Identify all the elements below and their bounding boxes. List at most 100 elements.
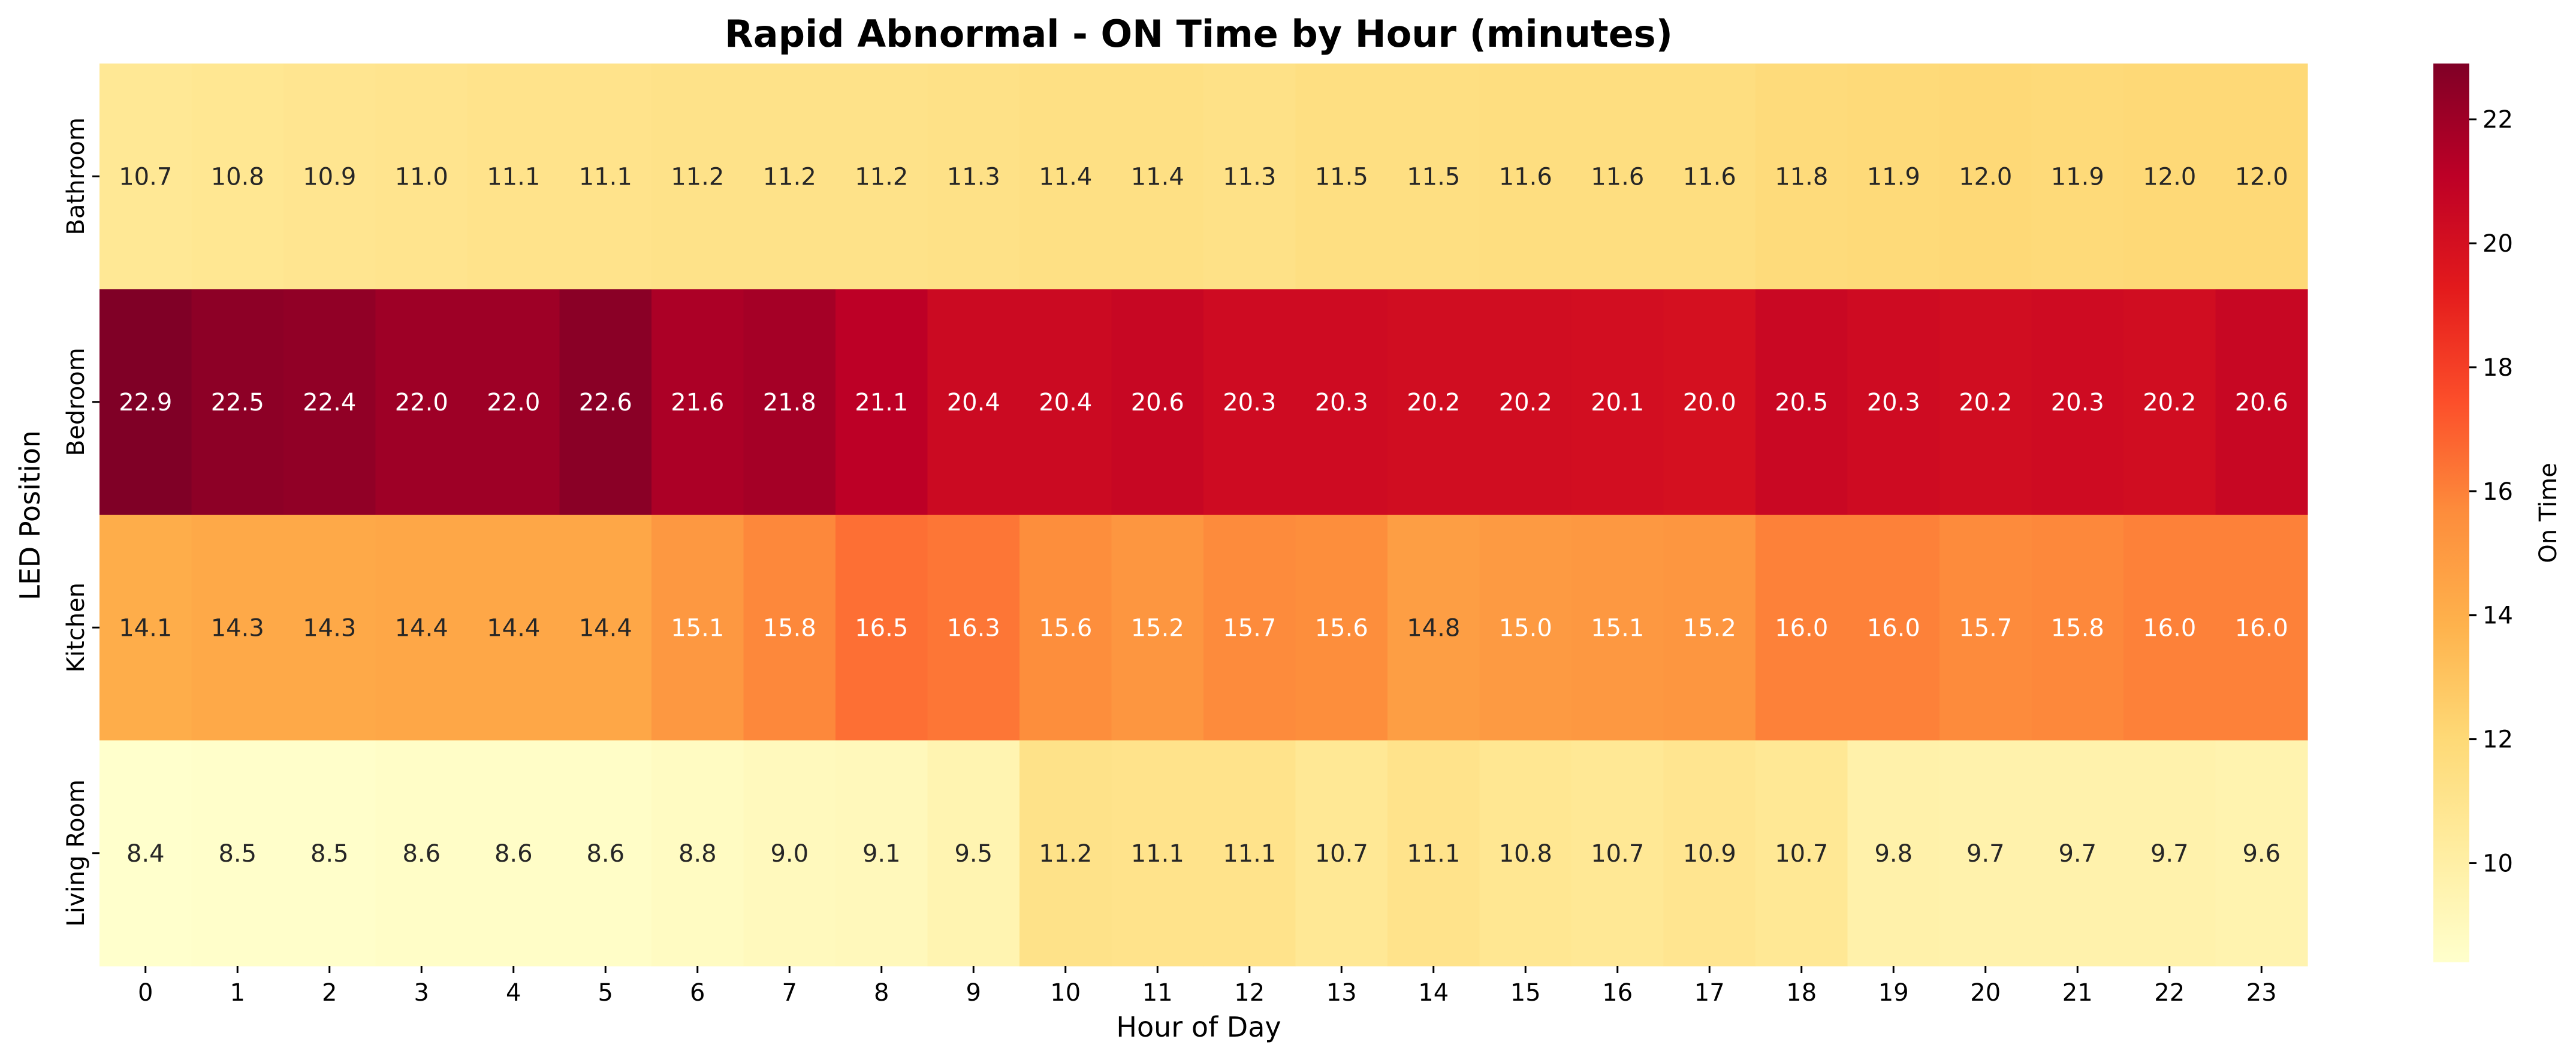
cell-value-label: 11.2 xyxy=(1039,840,1092,868)
chart-title: Rapid Abnormal - ON Time by Hour (minute… xyxy=(725,12,1673,56)
cell-value-label: 11.6 xyxy=(1683,163,1736,191)
cell-value-label: 16.0 xyxy=(1775,614,1828,642)
heatmap-cell xyxy=(99,515,192,741)
heatmap-cell xyxy=(2123,289,2216,515)
x-tick-label: 20 xyxy=(1970,979,2001,1007)
x-tick-label: 21 xyxy=(2062,979,2093,1007)
cell-value-label: 20.2 xyxy=(1499,389,1552,416)
cell-value-label: 20.3 xyxy=(2051,389,2104,416)
heatmap-cell xyxy=(467,289,560,515)
colorbar-tick-label: 10 xyxy=(2483,850,2513,877)
cell-value-label: 10.7 xyxy=(119,163,172,191)
heatmap-cell xyxy=(191,740,284,967)
x-tick-label: 16 xyxy=(1602,979,1633,1007)
heatmap-cell xyxy=(743,289,836,515)
cell-value-label: 16.5 xyxy=(855,614,908,642)
cell-value-label: 22.4 xyxy=(303,389,356,416)
heatmap-cell xyxy=(191,289,284,515)
heatmap-cell xyxy=(1755,64,1848,290)
heatmap-cell xyxy=(1387,515,1480,741)
x-tick-label: 0 xyxy=(138,979,153,1007)
heatmap-cell xyxy=(1019,289,1112,515)
x-tick-label: 12 xyxy=(1234,979,1265,1007)
cell-value-label: 22.0 xyxy=(395,389,448,416)
heatmap-cell xyxy=(2031,64,2124,290)
cell-value-label: 8.8 xyxy=(678,840,717,868)
cell-value-label: 20.2 xyxy=(1407,389,1460,416)
heatmap-cell xyxy=(2031,515,2124,741)
cell-value-label: 15.1 xyxy=(1591,614,1644,642)
cell-value-label: 16.3 xyxy=(947,614,1000,642)
x-tick-label: 4 xyxy=(506,979,521,1007)
cell-value-label: 20.2 xyxy=(2143,389,2196,416)
cell-value-label: 15.0 xyxy=(1499,614,1552,642)
cell-value-label: 8.6 xyxy=(402,840,441,868)
cell-value-label: 15.7 xyxy=(1223,614,1276,642)
heatmap-cells: 10.7 10.8 10.9 11.0 11.1 11.1 11.2 11.2 11.2 11.3… xyxy=(99,64,2308,967)
heatmap-cell xyxy=(1111,64,1204,290)
heatmap-cell xyxy=(651,289,744,515)
heatmap-cell xyxy=(1939,740,2032,967)
cell-value-label: 9.8 xyxy=(1874,840,1913,868)
heatmap-cell xyxy=(1203,289,1296,515)
cell-value-label: 20.3 xyxy=(1867,389,1920,416)
heatmap-cell xyxy=(1847,515,1940,741)
cell-value-label: 14.1 xyxy=(119,614,172,642)
cell-value-label: 11.9 xyxy=(2051,163,2104,191)
heatmap-cell xyxy=(375,64,468,290)
y-tick-label: Living Room xyxy=(62,780,90,927)
cell-value-label: 20.4 xyxy=(1039,389,1092,416)
heatmap-cell xyxy=(2215,515,2308,741)
x-tick-label: 3 xyxy=(414,979,429,1007)
cell-value-label: 11.2 xyxy=(855,163,908,191)
cell-value-label: 15.6 xyxy=(1039,614,1092,642)
x-axis-label: Hour of Day xyxy=(1116,1011,1281,1043)
colorbar-gradient xyxy=(2433,64,2469,962)
heatmap-cell xyxy=(2215,289,2308,515)
heatmap-cell xyxy=(1479,64,1572,290)
cell-value-label: 16.0 xyxy=(2143,614,2196,642)
cell-value-label: 11.1 xyxy=(1131,840,1184,868)
cell-value-label: 9.0 xyxy=(770,840,809,868)
cell-value-label: 8.4 xyxy=(126,840,165,868)
heatmap-cell xyxy=(283,289,376,515)
cell-value-label: 10.7 xyxy=(1775,840,1828,868)
heatmap-cell xyxy=(1387,64,1480,290)
cell-value-label: 11.3 xyxy=(947,163,1000,191)
heatmap-cell xyxy=(1479,740,1572,967)
cell-value-label: 22.9 xyxy=(119,389,172,416)
cell-value-label: 20.1 xyxy=(1591,389,1644,416)
x-tick-label: 6 xyxy=(690,979,705,1007)
cell-value-label: 12.0 xyxy=(2235,163,2288,191)
cell-value-label: 9.5 xyxy=(954,840,993,868)
heatmap-cell xyxy=(927,64,1020,290)
colorbar-ticks: 10 12 14 16 18 20 22 xyxy=(2469,106,2513,877)
cell-value-label: 10.7 xyxy=(1315,840,1368,868)
cell-value-label: 21.8 xyxy=(763,389,816,416)
x-axis-ticks: 0 1 2 3 4 5 6 7 8 9 10 11 12 13 14 15 16 17 18 19 20 21 22 23 xyxy=(138,966,2277,1007)
heatmap-cell xyxy=(559,740,652,967)
y-axis-label: LED Position xyxy=(14,430,46,600)
cell-value-label: 15.7 xyxy=(1959,614,2012,642)
colorbar-tick-label: 18 xyxy=(2483,354,2513,382)
heatmap-cell xyxy=(1847,740,1940,967)
cell-value-label: 11.4 xyxy=(1131,163,1184,191)
heatmap-cell xyxy=(375,289,468,515)
heatmap-cell xyxy=(1663,64,1756,290)
heatmap-cell xyxy=(2123,515,2216,741)
heatmap-cell xyxy=(467,64,560,290)
cell-value-label: 16.0 xyxy=(1867,614,1920,642)
heatmap-cell xyxy=(1939,515,2032,741)
y-axis-ticks: Bathroom Bedroom Kitchen Living Room xyxy=(62,117,99,927)
cell-value-label: 10.7 xyxy=(1591,840,1644,868)
cell-value-label: 11.3 xyxy=(1223,163,1276,191)
cell-value-label: 14.4 xyxy=(579,614,632,642)
heatmap-cell xyxy=(467,515,560,741)
colorbar: 10 12 14 16 18 20 22 On Time xyxy=(2433,64,2562,962)
cell-value-label: 20.3 xyxy=(1223,389,1276,416)
cell-value-label: 11.6 xyxy=(1591,163,1644,191)
heatmap-cell xyxy=(743,740,836,967)
colorbar-label: On Time xyxy=(2535,463,2562,563)
heatmap-cell xyxy=(283,515,376,741)
cell-value-label: 14.4 xyxy=(395,614,448,642)
